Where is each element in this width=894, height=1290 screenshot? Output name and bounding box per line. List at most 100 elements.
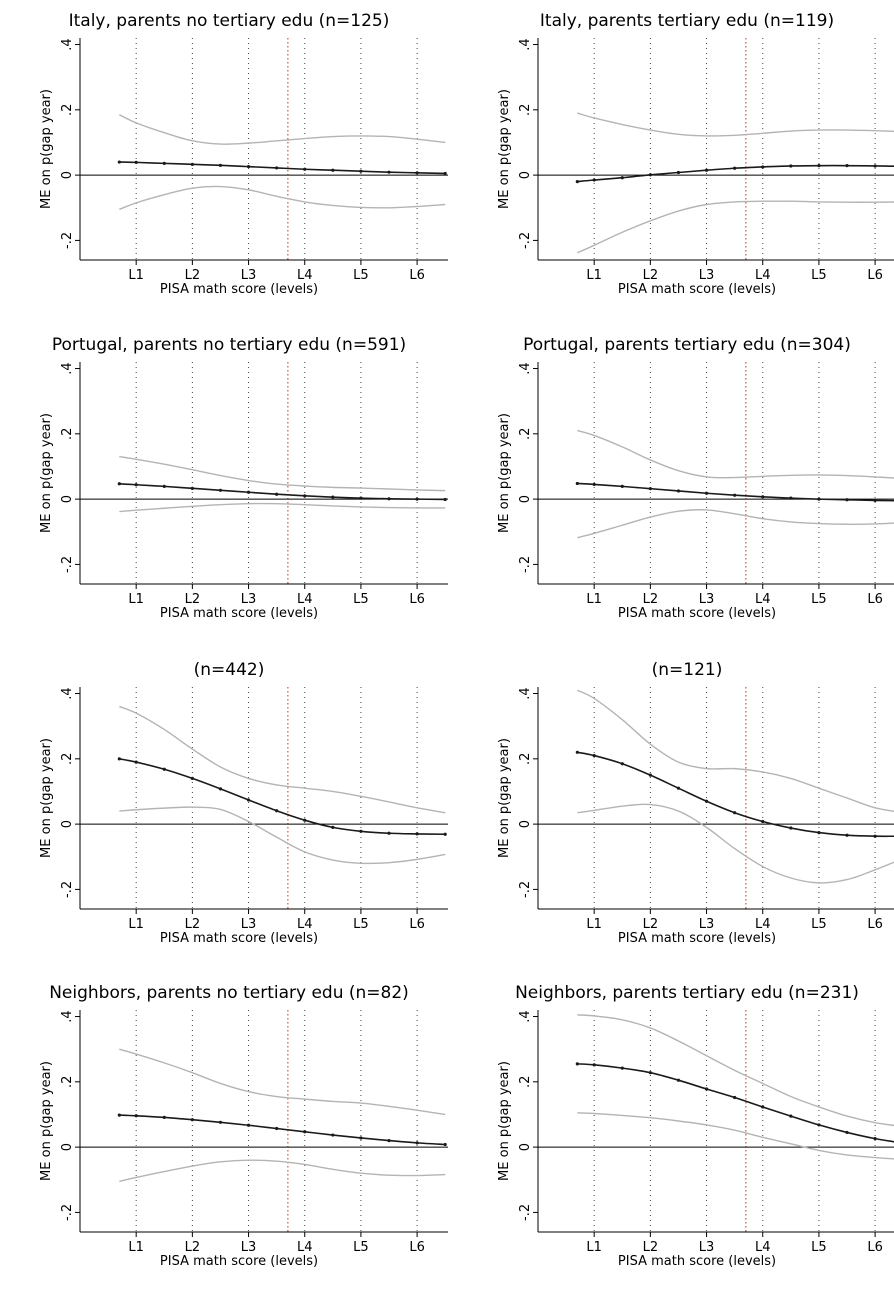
x-tick-label: L4 xyxy=(755,1240,771,1255)
x-tick-label: L5 xyxy=(353,592,369,607)
estimate-point xyxy=(873,834,877,838)
estimate-point xyxy=(134,483,138,487)
upper-ci-line xyxy=(577,689,894,813)
estimate-point xyxy=(387,497,391,501)
x-tick-label: L4 xyxy=(755,268,771,283)
x-tick-label: L6 xyxy=(409,592,425,607)
estimate-point xyxy=(761,495,765,499)
y-axis-label: ME on p(gap year) xyxy=(39,413,54,533)
x-axis-label: PISA math score (levels) xyxy=(618,1254,776,1269)
estimate-point xyxy=(246,165,251,169)
x-tick-label: L3 xyxy=(241,1240,257,1255)
estimate-point xyxy=(789,826,793,830)
chart-title: Neighbors, parents tertiary edu (n=231) xyxy=(515,983,859,1003)
x-axis-label: PISA math score (levels) xyxy=(618,282,776,297)
estimate-point xyxy=(592,178,596,182)
y-tick-label: -.2 xyxy=(60,232,75,249)
estimate-point xyxy=(817,1123,821,1127)
lower-ci-line xyxy=(577,803,894,884)
y-tick-label: 0 xyxy=(60,820,75,828)
y-tick-label: -.2 xyxy=(518,1204,533,1221)
chart-panel-3: Portugal, parents no tertiary edu (n=591… xyxy=(39,335,448,621)
x-tick-label: L6 xyxy=(867,592,883,607)
x-tick-label: L4 xyxy=(297,917,313,932)
y-tick-label: .4 xyxy=(60,687,75,699)
estimate-point xyxy=(117,1113,121,1117)
estimate-point xyxy=(704,168,709,172)
estimate-point xyxy=(704,799,709,803)
estimate-point xyxy=(303,494,307,498)
chart-title: Neighbors, parents no tertiary edu (n=82… xyxy=(49,983,409,1003)
estimate-point xyxy=(873,1137,877,1141)
x-tick-label: L3 xyxy=(699,268,715,283)
x-tick-label: L1 xyxy=(586,1240,602,1255)
estimate-point xyxy=(117,757,121,761)
x-tick-label: L1 xyxy=(128,1240,144,1255)
chart-title: Portugal, parents no tertiary edu (n=591… xyxy=(52,335,406,355)
x-axis-label: PISA math score (levels) xyxy=(618,931,776,946)
y-tick-label: -.2 xyxy=(60,1204,75,1221)
y-tick-label: .2 xyxy=(60,753,75,765)
chart-panel-7: Neighbors, parents no tertiary edu (n=82… xyxy=(39,983,448,1269)
lower-ci-line xyxy=(119,185,446,211)
estimate-point xyxy=(789,164,793,168)
estimate-point xyxy=(676,170,681,175)
estimate-point xyxy=(648,773,652,777)
estimate-point xyxy=(134,160,138,164)
x-tick-label: L3 xyxy=(241,268,257,283)
lower-ci-line xyxy=(577,1112,894,1160)
y-tick-label: .4 xyxy=(60,38,75,50)
estimate-point xyxy=(117,482,121,486)
chart-panel-1: Italy, parents no tertiary edu (n=125) .4… xyxy=(39,11,448,297)
estimate-point xyxy=(733,811,737,815)
y-tick-label: .4 xyxy=(518,687,533,699)
estimate-line xyxy=(119,161,446,175)
estimate-point xyxy=(620,762,624,766)
chart-title: (n=121) xyxy=(652,660,723,680)
y-tick-label: .4 xyxy=(60,1010,75,1022)
estimate-point xyxy=(648,173,652,177)
x-tick-label: L2 xyxy=(185,917,201,932)
y-tick-label: .2 xyxy=(60,428,75,440)
estimate-point xyxy=(733,166,737,170)
x-tick-label: L1 xyxy=(128,268,144,283)
y-axis-label: ME on p(gap year) xyxy=(497,89,512,209)
y-tick-label: .2 xyxy=(60,104,75,116)
upper-ci-line xyxy=(577,112,894,137)
estimate-point xyxy=(789,1114,793,1118)
upper-ci-line xyxy=(119,1048,446,1116)
chart-panel-6: (n=121) .4 .2 0 -.2 ME on p(gap year) L1 L2 L3 L4… xyxy=(497,660,894,946)
x-tick-label: L2 xyxy=(643,917,659,932)
estimate-point xyxy=(275,166,279,170)
estimate-point xyxy=(303,167,307,171)
estimate-point xyxy=(134,760,138,764)
x-tick-label: L3 xyxy=(699,592,715,607)
y-tick-label: -.2 xyxy=(518,232,533,249)
estimate-point xyxy=(359,829,363,833)
x-tick-label: L3 xyxy=(241,917,257,932)
y-tick-label: -.2 xyxy=(60,881,75,898)
estimate-point xyxy=(873,164,877,168)
chart-title: Italy, parents no tertiary edu (n=125) xyxy=(69,11,390,31)
estimate-point xyxy=(443,1142,447,1147)
chart-title: Portugal, parents tertiary edu (n=304) xyxy=(523,335,851,355)
x-tick-label: L5 xyxy=(811,592,827,607)
estimate-line xyxy=(119,758,446,836)
x-tick-label: L4 xyxy=(755,592,771,607)
x-tick-label: L5 xyxy=(353,268,369,283)
x-tick-label: L2 xyxy=(643,268,659,283)
x-tick-label: L4 xyxy=(297,268,313,283)
y-tick-label: 0 xyxy=(518,1143,533,1151)
estimate-point xyxy=(676,1078,681,1082)
x-tick-label: L6 xyxy=(867,917,883,932)
estimate-point xyxy=(761,165,765,169)
y-axis-label: ME on p(gap year) xyxy=(497,1061,512,1181)
upper-ci-line xyxy=(119,455,446,492)
y-tick-label: .2 xyxy=(60,1076,75,1088)
upper-ci-line xyxy=(577,1014,894,1127)
x-tick-label: L1 xyxy=(586,592,602,607)
x-tick-label: L5 xyxy=(353,1240,369,1255)
y-tick-label: -.2 xyxy=(60,556,75,573)
lower-ci-line xyxy=(119,806,446,865)
